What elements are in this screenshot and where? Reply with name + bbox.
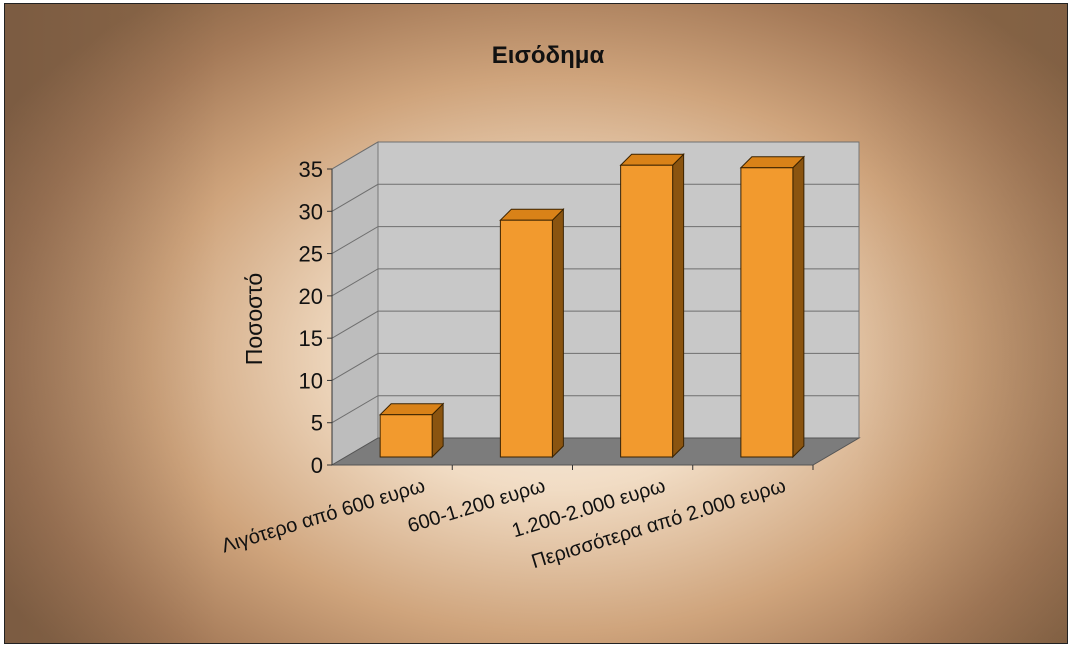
chart-title: Εισόδημα <box>492 42 605 69</box>
bar-side <box>672 153 685 459</box>
y-tick-label: 25 <box>299 242 323 267</box>
gridline <box>331 141 859 170</box>
y-axis-ticks: 0 5 10 15 20 25 30 35 <box>299 157 333 478</box>
y-tick-label: 30 <box>299 199 323 224</box>
gridlines <box>331 141 859 424</box>
bar-front <box>740 167 794 458</box>
x-tick-label: Λιγότερο από 600 ευρω <box>219 475 428 558</box>
gridline <box>331 395 859 424</box>
gridline <box>331 310 859 339</box>
bar <box>739 155 806 459</box>
bar-front <box>379 414 433 458</box>
gridline <box>331 183 859 212</box>
bars <box>378 153 806 459</box>
bar-side <box>792 155 805 459</box>
side-wall <box>331 141 379 466</box>
y-tick-label: 5 <box>311 411 323 436</box>
y-tick-label: 0 <box>311 453 323 478</box>
bar <box>378 402 445 459</box>
bar-top <box>378 403 445 416</box>
y-tick-label: 20 <box>299 284 323 309</box>
bar <box>499 207 565 459</box>
gridline <box>331 352 859 381</box>
gridline <box>331 268 859 297</box>
floor <box>330 437 861 466</box>
bar-chart: Εισόδημα Ποσοστό 0 5 10 15 20 25 30 35 Λιγότερο… <box>219 42 861 573</box>
y-tick-label: 35 <box>299 157 323 182</box>
bar-front <box>499 219 553 458</box>
chart-frame: Εισόδημα Ποσοστό 0 5 10 15 20 25 30 35 Λιγότερο… <box>4 3 1068 644</box>
bar-top <box>739 156 806 169</box>
y-tick-label: 10 <box>299 368 323 393</box>
gridline <box>331 226 859 255</box>
bar-top <box>499 208 565 221</box>
y-tick-label: 15 <box>299 326 323 351</box>
bar-side <box>551 207 564 459</box>
bar-top <box>619 153 685 166</box>
bar <box>619 153 685 459</box>
y-axis-label: Ποσοστό <box>241 273 267 365</box>
bar-front <box>620 164 674 458</box>
